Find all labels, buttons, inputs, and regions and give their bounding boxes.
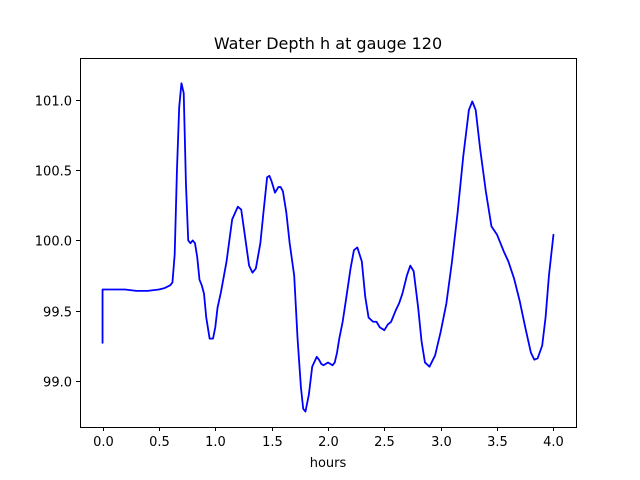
chart-title: Water Depth h at gauge 120	[214, 34, 442, 53]
y-tick-label: 99.5	[43, 306, 72, 321]
y-tick-label: 101.0	[35, 95, 72, 110]
y-tick-label: 100.0	[35, 235, 72, 250]
plot-area	[80, 58, 577, 428]
y-tick-label: 99.0	[43, 376, 72, 391]
x-tick-label: 2.0	[318, 435, 339, 450]
y-tick-label: 100.5	[35, 165, 72, 180]
x-tick-label: 3.0	[431, 435, 452, 450]
x-tick-label: 1.5	[262, 435, 283, 450]
x-axis: 0.0 0.5 1.0 1.5 2.0 2.5 3.0 3.5 4.0	[93, 427, 564, 450]
y-axis: 99.0 99.5 100.0 100.5 101.0	[35, 95, 80, 391]
plot-frame	[80, 58, 577, 428]
x-tick-label: 4.0	[543, 435, 564, 450]
series-line	[101, 82, 555, 413]
x-tick-label: 0.5	[149, 435, 170, 450]
x-tick-label: 2.5	[374, 435, 395, 450]
x-axis-label: hours	[310, 456, 347, 471]
x-tick-label: 0.0	[93, 435, 114, 450]
x-tick-label: 1.0	[205, 435, 226, 450]
x-tick-label: 3.5	[487, 435, 508, 450]
